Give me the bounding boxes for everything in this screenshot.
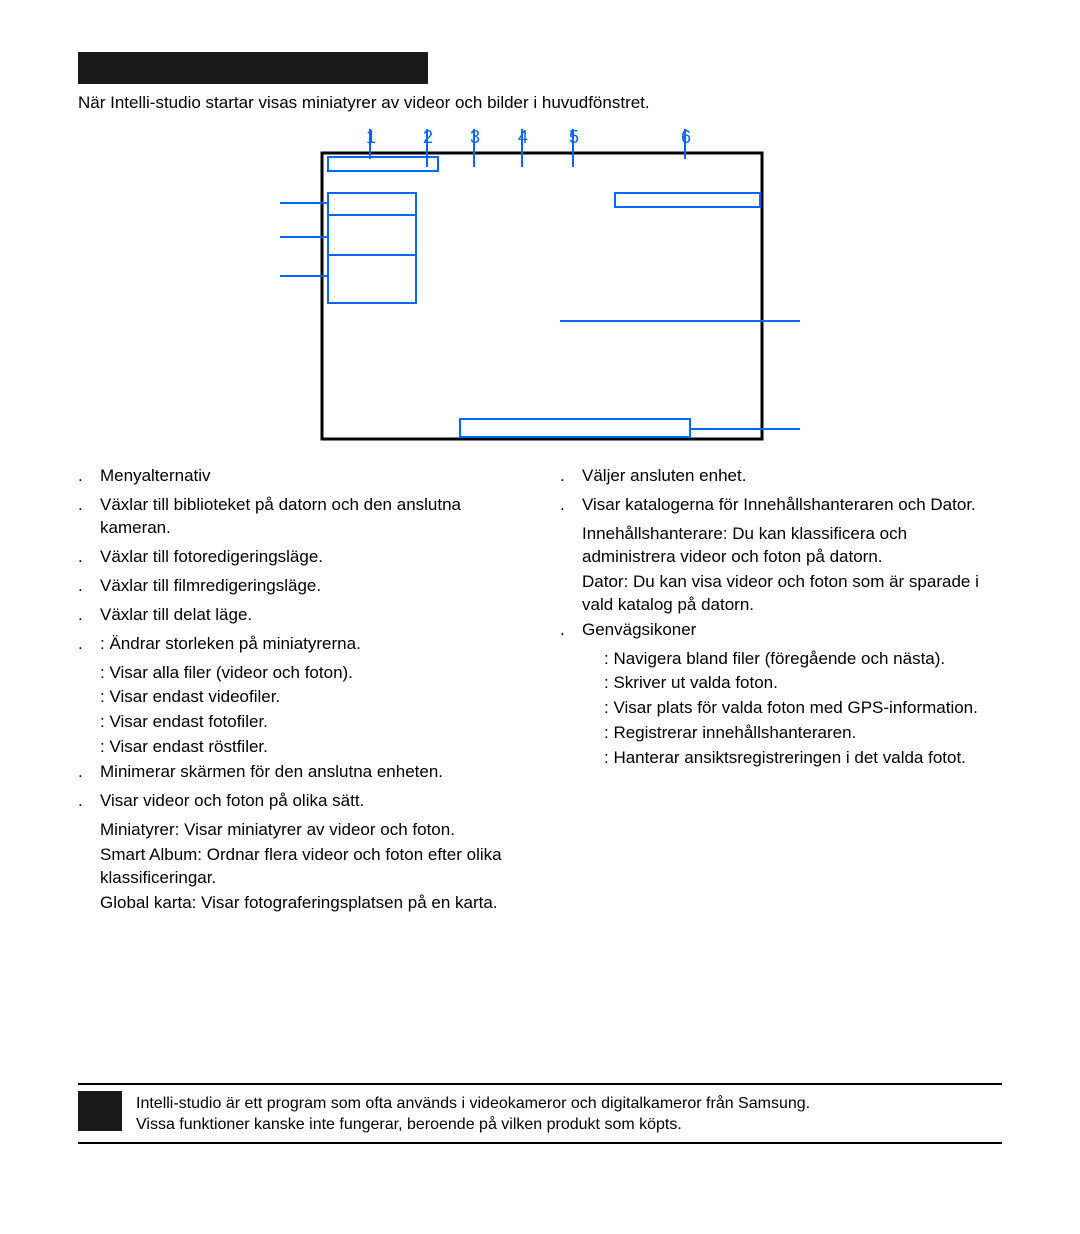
note-line-2: Vissa funktioner kanske inte fungerar, b… bbox=[136, 1114, 1002, 1136]
bullet: . bbox=[560, 465, 582, 488]
item-text: Växlar till delat läge. bbox=[100, 604, 520, 627]
item-text: Visar katalogerna för Innehållshanterare… bbox=[582, 494, 1002, 517]
list-item: .Minimerar skärmen för den anslutna enhe… bbox=[78, 761, 520, 784]
sub-item: : Visar endast fotofiler. bbox=[78, 711, 520, 734]
item-text: Genvägsikoner bbox=[582, 619, 1002, 642]
list-item: .Växlar till delat läge. bbox=[78, 604, 520, 627]
list-item: . : Ändrar storleken på miniatyrerna. bbox=[78, 633, 520, 656]
note-text: Intelli-studio är ett program som ofta a… bbox=[136, 1091, 1002, 1136]
sub-item: : Skriver ut valda foton. bbox=[560, 672, 1002, 695]
svg-text:3: 3 bbox=[470, 129, 480, 147]
intro-text: När Intelli-studio startar visas miniaty… bbox=[78, 92, 1002, 115]
sub-item: : Visar plats för valda foton med GPS-in… bbox=[560, 697, 1002, 720]
list-item: .Växlar till biblioteket på datorn och d… bbox=[78, 494, 520, 540]
note-icon bbox=[78, 1091, 122, 1131]
sub-item: : Visar endast videofiler. bbox=[78, 686, 520, 709]
sub-item: Miniatyrer: Visar miniatyrer av videor o… bbox=[78, 819, 520, 842]
section-title-bar bbox=[78, 52, 428, 84]
list-item: .Väljer ansluten enhet. bbox=[560, 465, 1002, 488]
bullet: . bbox=[560, 494, 582, 517]
left-column: .Menyalternativ.Växlar till biblioteket … bbox=[78, 465, 520, 917]
sub-item: : Visar endast röstfiler. bbox=[78, 736, 520, 759]
bullet: . bbox=[78, 604, 100, 627]
list-item: .Växlar till fotoredigeringsläge. bbox=[78, 546, 520, 569]
item-text: Menyalternativ bbox=[100, 465, 520, 488]
item-text: Växlar till filmredigeringsläge. bbox=[100, 575, 520, 598]
sub-item: Global karta: Visar fotograferingsplatse… bbox=[78, 892, 520, 915]
bullet: . bbox=[78, 494, 100, 540]
bullet: . bbox=[78, 633, 100, 656]
list-item: .Visar katalogerna för Innehållshanterar… bbox=[560, 494, 1002, 517]
bullet: . bbox=[78, 465, 100, 488]
diagram-svg: 1 2 3 4 5 6 ! 0 9 7 8 1 2 3 4 5 6 bbox=[280, 129, 800, 449]
description-columns: .Menyalternativ.Växlar till biblioteket … bbox=[78, 465, 1002, 917]
item-text: Väljer ansluten enhet. bbox=[582, 465, 1002, 488]
list-item: .Visar videor och foton på olika sätt. bbox=[78, 790, 520, 813]
bullet: . bbox=[78, 790, 100, 813]
sub-item: : Registrerar innehållshanteraren. bbox=[560, 722, 1002, 745]
footer-note: Intelli-studio är ett program som ofta a… bbox=[78, 1083, 1002, 1144]
sub-item: Innehållshanterare: Du kan klassificera … bbox=[560, 523, 1002, 569]
bullet: . bbox=[78, 575, 100, 598]
svg-text:6: 6 bbox=[681, 129, 691, 147]
item-text: : Ändrar storleken på miniatyrerna. bbox=[100, 633, 520, 656]
item-text: Växlar till biblioteket på datorn och de… bbox=[100, 494, 520, 540]
svg-text:2: 2 bbox=[423, 129, 433, 147]
item-text: Visar videor och foton på olika sätt. bbox=[100, 790, 520, 813]
list-item: .Växlar till filmredigeringsläge. bbox=[78, 575, 520, 598]
list-item: .Menyalternativ bbox=[78, 465, 520, 488]
sub-item: : Visar alla filer (videor och foton). bbox=[78, 662, 520, 685]
bullet: . bbox=[560, 619, 582, 642]
sub-item: Dator: Du kan visa videor och foton som … bbox=[560, 571, 1002, 617]
annotated-diagram: 1 2 3 4 5 6 ! 0 9 7 8 1 2 3 4 5 6 bbox=[280, 129, 800, 439]
svg-text:1: 1 bbox=[366, 129, 376, 147]
svg-text:4: 4 bbox=[518, 129, 528, 147]
right-column: .Väljer ansluten enhet..Visar katalogern… bbox=[560, 465, 1002, 917]
list-item: .Genvägsikoner bbox=[560, 619, 1002, 642]
svg-text:5: 5 bbox=[569, 129, 579, 147]
bullet: . bbox=[78, 546, 100, 569]
sub-item: Smart Album: Ordnar flera videor och fot… bbox=[78, 844, 520, 890]
item-text: Minimerar skärmen för den anslutna enhet… bbox=[100, 761, 520, 784]
sub-item: : Hanterar ansiktsregistreringen i det v… bbox=[560, 747, 1002, 770]
bullet: . bbox=[78, 761, 100, 784]
item-text: Växlar till fotoredigeringsläge. bbox=[100, 546, 520, 569]
sub-item: : Navigera bland filer (föregående och n… bbox=[560, 648, 1002, 671]
note-line-1: Intelli-studio är ett program som ofta a… bbox=[136, 1093, 1002, 1115]
